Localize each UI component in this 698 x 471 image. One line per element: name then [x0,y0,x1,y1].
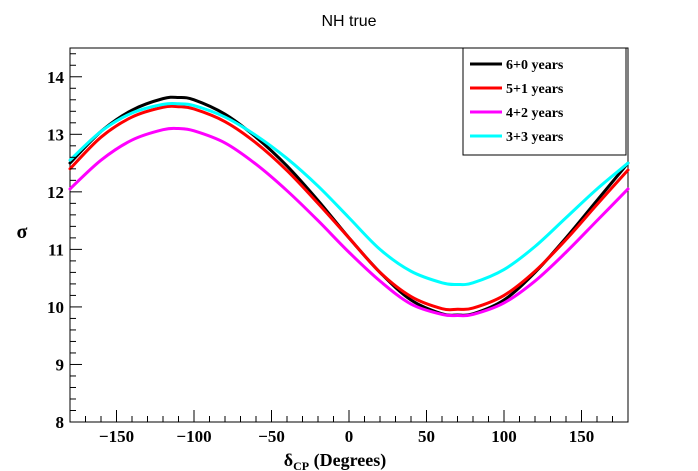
x-tick-label: 150 [569,427,595,446]
legend-label-1: 6+0 years [506,58,564,73]
legend: 6+0 years 5+1 years 4+2 years 3+3 years [462,47,627,156]
x-axis-label-rest: (Degrees) [309,450,386,471]
y-tick-label: 14 [47,68,65,87]
y-tick-label: 10 [47,298,64,317]
x-axis-ticks: −150 −100 −50 0 50 100 150 [69,410,629,446]
y-tick-label: 11 [48,240,64,259]
legend-label-2: 5+1 years [506,82,564,97]
legend-label-3: 4+2 years [506,106,564,121]
x-axis-label-subscript: CP [293,459,309,471]
legend-label-4: 3+3 years [506,130,564,145]
y-tick-label: 9 [56,355,65,374]
x-tick-label: 0 [345,427,354,446]
series-line-2 [68,104,630,312]
x-tick-label: −150 [99,427,134,446]
x-tick-label: −50 [258,427,285,446]
chart-title: NH true [321,13,376,30]
x-tick-label: 100 [491,427,517,446]
y-tick-label: 12 [47,183,64,202]
y-axis-ticks: 8 9 10 11 12 13 14 [47,53,82,432]
x-axis-label: δCP (Degrees) [284,450,386,471]
y-tick-label: 13 [47,125,64,144]
y-tick-label: 8 [56,413,65,432]
x-tick-label: 50 [418,427,435,446]
x-tick-label: −100 [176,427,211,446]
series-line-3 [68,126,630,318]
x-axis-label-main: δ [284,450,293,470]
series-line-4 [68,101,630,287]
y-axis-label: σ [17,221,28,243]
series-lines [68,95,630,318]
